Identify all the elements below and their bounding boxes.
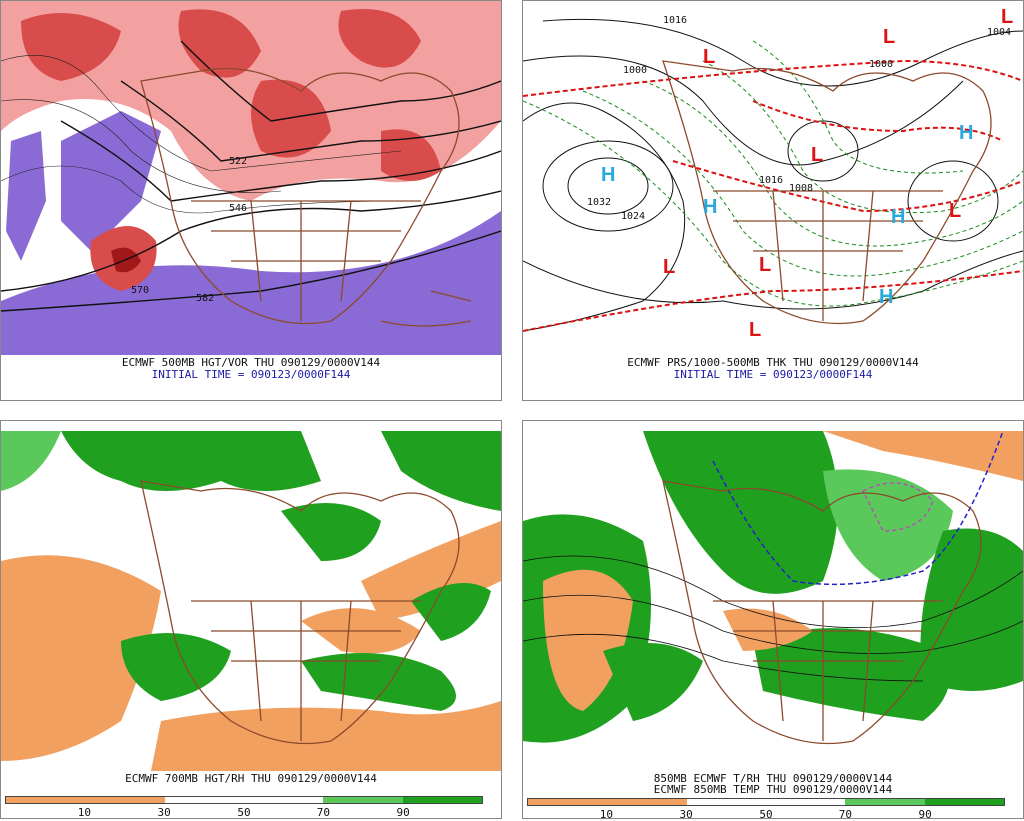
colorbar-tick: 90 bbox=[396, 806, 410, 819]
colorbar-tick: 70 bbox=[316, 806, 330, 819]
colorbar-tick: 50 bbox=[237, 806, 251, 819]
map-pressure-thickness: H H H H H L L L L L L L L 1032 1024 1000… bbox=[523, 1, 1023, 355]
contour-label: 546 bbox=[229, 203, 247, 214]
low-pressure-marker: L bbox=[759, 254, 771, 276]
isobar-label: 1008 bbox=[789, 183, 813, 194]
low-pressure-marker: L bbox=[811, 144, 823, 166]
low-pressure-marker: L bbox=[749, 319, 761, 341]
low-pressure-marker: L bbox=[703, 46, 715, 68]
panel-caption: ECMWF PRS/1000-500MB THK THU 090129/0000… bbox=[627, 356, 919, 369]
isobar-label: 1016 bbox=[759, 175, 783, 186]
colorbar-tick: 10 bbox=[77, 806, 91, 819]
map-850mb-temp-rh bbox=[523, 421, 1023, 771]
isobar-label: 1000 bbox=[869, 59, 893, 70]
high-pressure-marker: H bbox=[959, 122, 973, 144]
colorbar-tick: 30 bbox=[157, 806, 171, 819]
panel-caption: ECMWF 500MB HGT/VOR THU 090129/0000V144 bbox=[121, 356, 381, 369]
low-pressure-marker: L bbox=[949, 200, 961, 222]
high-pressure-marker: H bbox=[879, 286, 893, 308]
isobar-label: 1024 bbox=[621, 211, 645, 222]
high-pressure-marker: H bbox=[601, 164, 615, 186]
panel-700mb-hgt-rh: ECMWF 700MB HGT/RH THU 090129/0000V144 1… bbox=[0, 420, 502, 819]
panel-caption-secondary: ECMWF 850MB TEMP THU 090129/0000V144 bbox=[653, 783, 893, 796]
isobar-label: 1032 bbox=[587, 197, 611, 208]
map-700mb-rh bbox=[1, 421, 501, 771]
panel-500mb-hgt-vor: 546 570 582 522 ECMWF 500MB HGT/VOR THU … bbox=[0, 0, 502, 401]
high-pressure-marker: H bbox=[891, 206, 905, 228]
colorbar-tick: 10 bbox=[599, 808, 613, 821]
panel-initial-time: INITIAL TIME = 090123/0000F144 bbox=[673, 368, 873, 381]
panel-caption: ECMWF 700MB HGT/RH THU 090129/0000V144 bbox=[125, 772, 377, 785]
low-pressure-marker: L bbox=[1001, 6, 1013, 28]
low-pressure-marker: L bbox=[883, 26, 895, 48]
colorbar-tick: 90 bbox=[918, 808, 932, 821]
panel-850mb-t-rh: 850MB ECMWF T/RH THU 090129/0000V144 ECM… bbox=[522, 420, 1024, 821]
contour-label: 570 bbox=[131, 285, 149, 296]
colorbar-tick: 70 bbox=[838, 808, 852, 821]
low-pressure-marker: L bbox=[663, 256, 675, 278]
colorbar-ticks: 10 30 50 70 90 bbox=[527, 808, 1005, 821]
colorbar-tick: 30 bbox=[679, 808, 693, 821]
isobar-label: 1000 bbox=[623, 65, 647, 76]
rh-colorbar bbox=[527, 798, 1005, 806]
isobar-label: 1004 bbox=[987, 27, 1011, 38]
panel-prs-thickness: H H H H H L L L L L L L L 1032 1024 1000… bbox=[522, 0, 1024, 401]
contour-label: 582 bbox=[196, 293, 214, 304]
colorbar-tick: 50 bbox=[759, 808, 773, 821]
panel-caption: 850MB ECMWF T/RH THU 090129/0000V144 bbox=[653, 772, 893, 785]
colorbar-ticks: 10 30 50 70 90 bbox=[5, 806, 483, 820]
isobar-label: 1016 bbox=[663, 15, 687, 26]
panel-initial-time: INITIAL TIME = 090123/0000F144 bbox=[151, 368, 351, 381]
contour-label: 522 bbox=[229, 156, 247, 167]
map-500mb-vorticity: 546 570 582 522 bbox=[1, 1, 501, 355]
rh-colorbar bbox=[5, 796, 483, 804]
high-pressure-marker: H bbox=[703, 196, 717, 218]
